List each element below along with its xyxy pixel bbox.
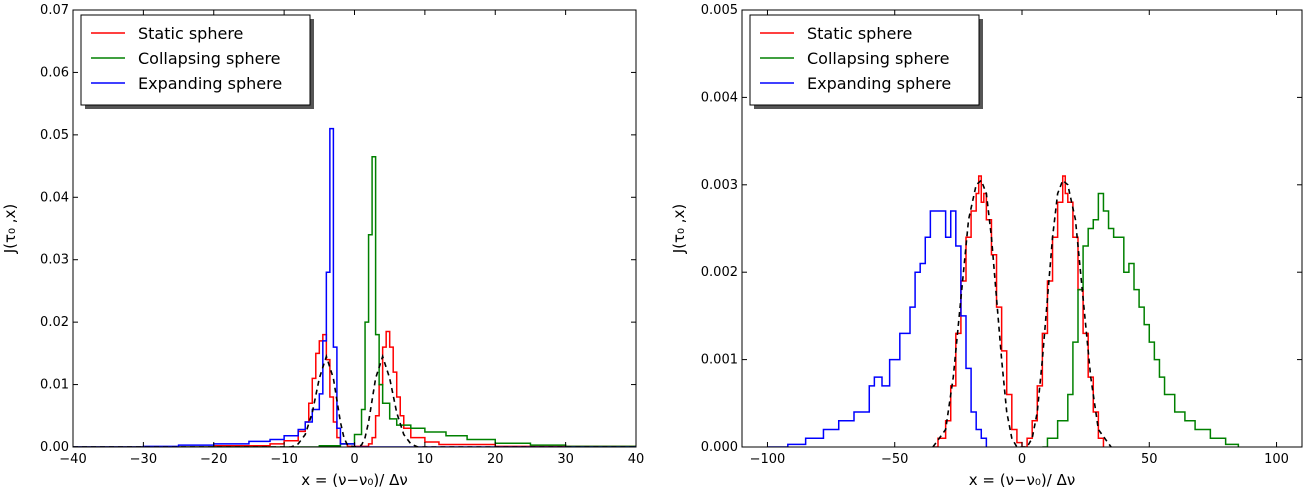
legend-box bbox=[80, 14, 311, 106]
model-curve-dashed bbox=[932, 179, 1112, 447]
x-tick-label: 50 bbox=[1141, 452, 1158, 467]
legend: Static sphere Collapsing sphere Expanding … bbox=[749, 14, 983, 109]
series-line-static-sphere bbox=[932, 175, 1105, 447]
x-tick-label: 100 bbox=[1264, 452, 1289, 467]
y-tick-label: 0.000 bbox=[701, 440, 738, 455]
y-tick-label: 0.05 bbox=[40, 128, 69, 143]
y-tick-label: 0.00 bbox=[40, 440, 69, 455]
x-tick-label: −40 bbox=[59, 452, 86, 467]
y-axis-label: J(τ₀ ,x) bbox=[670, 204, 688, 255]
y-tick-label: 0.03 bbox=[40, 253, 69, 268]
legend-entry: Expanding sphere bbox=[138, 74, 282, 93]
x-tick-label: 30 bbox=[557, 452, 574, 467]
legend: Static sphere Collapsing sphere Expanding … bbox=[80, 14, 314, 109]
series-line-collapsing-sphere bbox=[73, 155, 636, 447]
x-tick-label: −20 bbox=[200, 452, 227, 467]
legend-entry: Static sphere bbox=[138, 24, 243, 43]
series-line-static-sphere bbox=[73, 330, 636, 447]
y-tick-label: 0.003 bbox=[701, 178, 738, 193]
x-axis-label: x = (ν−ν₀)/ Δν bbox=[301, 471, 408, 489]
x-tick-label: 0 bbox=[350, 452, 358, 467]
legend-box bbox=[749, 14, 980, 106]
x-tick-label: 20 bbox=[487, 452, 504, 467]
legend-entry: Static sphere bbox=[807, 24, 912, 43]
y-tick-label: 0.06 bbox=[40, 65, 69, 80]
legend-entry: Collapsing sphere bbox=[138, 49, 281, 68]
y-tick-label: 0.04 bbox=[40, 190, 69, 205]
x-axis-label: x = (ν−ν₀)/ Δν bbox=[969, 471, 1076, 489]
y-tick-label: 0.005 bbox=[701, 3, 738, 18]
y-tick-label: 0.001 bbox=[701, 353, 738, 368]
x-tick-label: −10 bbox=[270, 452, 297, 467]
series-line-collapsing-sphere bbox=[1042, 192, 1240, 447]
legend-entry: Expanding sphere bbox=[807, 74, 951, 93]
series-line-expanding-sphere bbox=[73, 127, 636, 447]
y-axis-label: J(τ₀ ,x) bbox=[1, 204, 19, 255]
plot-area bbox=[767, 175, 1240, 447]
x-tick-label: −100 bbox=[750, 452, 786, 467]
x-tick-label: 40 bbox=[628, 452, 645, 467]
y-tick-label: 0.02 bbox=[40, 315, 69, 330]
legend-entry: Collapsing sphere bbox=[807, 49, 950, 68]
y-tick-label: 0.002 bbox=[701, 265, 738, 280]
x-tick-label: 10 bbox=[417, 452, 434, 467]
y-tick-label: 0.004 bbox=[701, 90, 738, 105]
y-tick-label: 0.07 bbox=[40, 3, 69, 18]
right-chart-panel: −100 −50 0 50 100 0.000 0.001 0.002 0.003 0.004 0.… bbox=[670, 3, 1303, 489]
x-tick-label: 0 bbox=[1018, 452, 1026, 467]
x-tick-label: −50 bbox=[881, 452, 908, 467]
series-line-expanding-sphere bbox=[767, 210, 988, 447]
model-curve-dashed bbox=[73, 353, 636, 447]
x-tick-label: −30 bbox=[130, 452, 157, 467]
y-tick-label: 0.01 bbox=[40, 378, 69, 393]
left-chart-panel: −40 −30 −20 −10 0 10 20 30 40 0.00 0.01 0.02 0.03 0.0… bbox=[1, 3, 644, 489]
plot-area bbox=[73, 127, 636, 447]
